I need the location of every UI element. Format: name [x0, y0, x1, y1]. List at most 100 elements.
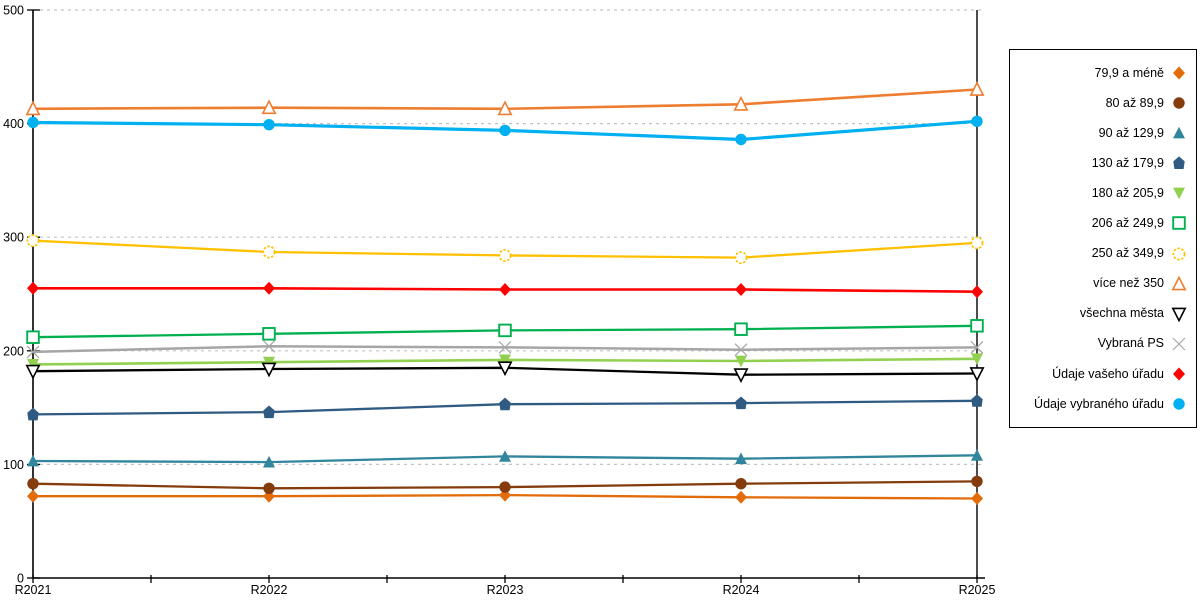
marker-circle-filled	[735, 133, 747, 146]
marker-triangle-down-open	[25, 364, 41, 380]
legend-marker-diamond-filled-icon	[1173, 367, 1185, 381]
marker-circle-filled	[27, 478, 39, 490]
legend-label: 250 až 349,9	[1091, 246, 1164, 261]
legend-label: 130 až 179,9	[1091, 156, 1164, 171]
marker-triangle-up-filled	[263, 455, 275, 468]
marker-circle-filled	[499, 481, 511, 493]
marker-diamond-filled	[735, 490, 747, 504]
legend-label: 206 až 249,9	[1091, 216, 1164, 231]
marker-triangle-down-open	[1171, 307, 1187, 322]
marker-triangle-up-filled	[735, 452, 747, 465]
marker-circle-filled	[499, 124, 511, 137]
marker-circle-filled	[971, 115, 983, 127]
marker-triangle-down-open	[733, 368, 749, 384]
marker-diamond-filled	[27, 489, 39, 503]
legend-label: Vybraná PS	[1097, 336, 1164, 351]
marker-circle-open-dashed	[970, 236, 984, 250]
y-tick-label-200: 200	[3, 344, 24, 358]
marker-triangle-up-open	[25, 100, 41, 116]
marker-diamond-filled	[971, 492, 983, 505]
marker-square-open	[26, 330, 40, 344]
marker-triangle-up-open	[1171, 275, 1187, 290]
marker-diamond-filled	[735, 283, 747, 296]
marker-x	[970, 340, 984, 354]
marker-triangle-down-filled	[1173, 187, 1185, 200]
x-tick-label-1: R2022	[251, 583, 288, 597]
x-tick-label-3: R2024	[723, 583, 760, 597]
legend-item-0: 79,9 a méně	[1019, 65, 1187, 81]
legend-label: 79,9 a méně	[1094, 65, 1165, 80]
legend-marker-circle-filled-icon	[1173, 398, 1185, 410]
marker-x	[734, 343, 748, 357]
legend-label: 80 až 89,9	[1105, 95, 1164, 110]
marker-triangle-down-filled	[27, 359, 39, 371]
legend-marker-diamond-filled-icon	[1173, 66, 1185, 80]
legend-item-11: Údaje vybraného úřadu	[1019, 396, 1187, 412]
marker-pentagon-filled	[27, 407, 39, 421]
marker-triangle-up-open	[733, 95, 749, 111]
legend-label: Údaje vybraného úřadu	[1034, 396, 1164, 411]
marker-pentagon-filled	[263, 405, 275, 419]
marker-triangle-down-filled	[499, 354, 511, 367]
legend-label: 90 až 129,9	[1098, 125, 1164, 140]
y-tick-label-300: 300	[3, 231, 24, 245]
legend-marker-triangle-up-filled-icon	[1173, 126, 1185, 139]
legend-label: všechna města	[1079, 306, 1164, 321]
legend-marker-circle-open-dashed-icon	[1172, 247, 1186, 260]
marker-diamond-filled	[1173, 367, 1185, 381]
marker-diamond-filled	[263, 281, 275, 295]
marker-square-open	[262, 327, 276, 341]
legend-item-7: více než 350	[1019, 275, 1187, 292]
legend-marker-circle-filled-icon	[1173, 97, 1185, 109]
marker-triangle-down-filled	[971, 353, 983, 365]
marker-circle-filled	[27, 116, 39, 129]
marker-square-open	[498, 323, 512, 338]
legend-label: více než 350	[1093, 276, 1164, 291]
legend-label: 180 až 205,9	[1091, 186, 1164, 201]
x-tick-label-0: R2021	[15, 583, 52, 597]
y-tick-label-400: 400	[3, 117, 24, 131]
marker-x	[498, 340, 512, 354]
y-tick-label-100: 100	[3, 458, 24, 472]
legend-marker-square-open-icon	[1172, 216, 1186, 231]
marker-circle-filled	[1173, 398, 1185, 410]
marker-triangle-up-open	[497, 100, 513, 116]
marker-diamond-filled	[1173, 66, 1185, 80]
legend-item-10: Údaje vašeho úřadu	[1019, 366, 1187, 382]
marker-triangle-down-open	[969, 367, 985, 382]
x-tick-label-4: R2025	[959, 583, 996, 597]
legend-item-3: 130 až 179,9	[1019, 155, 1187, 171]
legend-marker-triangle-down-open-icon	[1171, 307, 1187, 322]
marker-x	[26, 345, 40, 359]
marker-circle-filled	[1173, 97, 1185, 109]
marker-triangle-down-open	[497, 361, 513, 377]
marker-pentagon-filled	[1173, 156, 1185, 170]
y-tick-label-0: 0	[17, 572, 24, 586]
legend-item-4: 180 až 205,9	[1019, 185, 1187, 201]
marker-triangle-down-open	[261, 362, 277, 378]
marker-circle-open-dashed	[1172, 247, 1186, 260]
marker-diamond-filled	[27, 281, 39, 295]
legend-label: Údaje vašeho úřadu	[1052, 366, 1164, 381]
legend-item-2: 90 až 129,9	[1019, 125, 1187, 141]
legend-item-6: 250 až 349,9	[1019, 246, 1187, 262]
marker-x	[262, 339, 276, 353]
legend-item-1: 80 až 89,9	[1019, 95, 1187, 111]
legend-item-8: všechna města	[1019, 306, 1187, 322]
marker-diamond-filled	[971, 285, 983, 299]
legend-marker-triangle-up-open-icon	[1171, 275, 1187, 290]
legend-item-9: Vybraná PS	[1019, 336, 1187, 352]
marker-circle-filled	[263, 119, 275, 131]
legend-marker-x-icon	[1172, 337, 1186, 351]
marker-triangle-up-filled	[499, 450, 511, 462]
marker-triangle-up-open	[261, 99, 277, 115]
marker-triangle-up-filled	[27, 454, 39, 467]
marker-circle-open-dashed	[262, 245, 276, 259]
legend-marker-pentagon-filled-icon	[1173, 156, 1185, 170]
marker-circle-filled	[735, 478, 747, 490]
marker-triangle-down-filled	[735, 355, 747, 368]
marker-diamond-filled	[499, 283, 511, 296]
legend-item-5: 206 až 249,9	[1019, 215, 1187, 231]
marker-triangle-up-filled	[971, 449, 983, 461]
